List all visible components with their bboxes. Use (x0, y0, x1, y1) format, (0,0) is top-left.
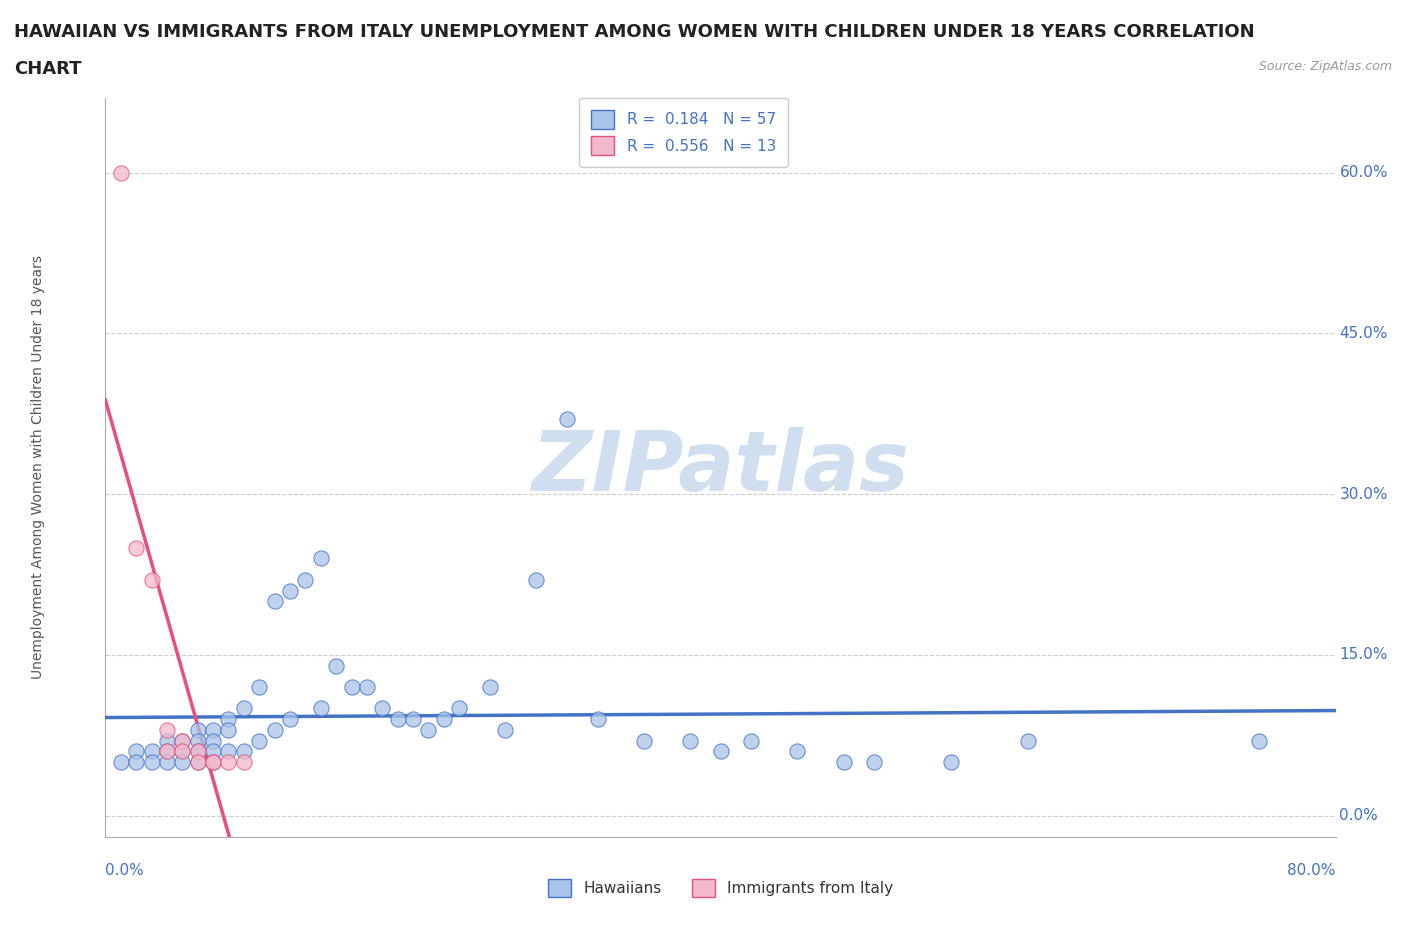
Point (202, 744, 225, 759)
Point (478, 680, 501, 695)
Point (156, 733, 179, 748)
Point (449, 701, 471, 716)
Point (172, 754, 194, 769)
Point (172, 733, 194, 748)
Point (202, 723, 225, 737)
Point (832, 754, 855, 769)
Point (524, 572, 547, 587)
Point (141, 744, 163, 759)
Text: 0.0%: 0.0% (105, 863, 145, 878)
Point (187, 744, 209, 759)
Text: Unemployment Among Women with Children Under 18 years: Unemployment Among Women with Children U… (31, 256, 45, 679)
Text: ZIPatlas: ZIPatlas (531, 427, 910, 508)
Point (263, 723, 285, 737)
Point (356, 680, 378, 695)
Point (402, 711, 425, 726)
Point (172, 744, 194, 759)
Text: 0.0%: 0.0% (1340, 808, 1378, 823)
Point (232, 754, 254, 769)
Point (110, 754, 132, 769)
Point (371, 701, 394, 716)
Point (232, 701, 254, 716)
Point (1017, 733, 1039, 748)
Point (141, 572, 163, 587)
Point (156, 754, 179, 769)
Point (710, 744, 733, 759)
Point (309, 701, 332, 716)
Legend: Hawaiians, Immigrants from Italy: Hawaiians, Immigrants from Italy (541, 872, 900, 903)
Point (187, 754, 209, 769)
Point (633, 733, 655, 748)
Point (325, 658, 347, 673)
Point (218, 723, 240, 737)
Text: 15.0%: 15.0% (1340, 647, 1388, 662)
Point (202, 754, 225, 769)
Point (218, 754, 240, 769)
Text: 60.0%: 60.0% (1340, 166, 1388, 180)
Point (278, 583, 301, 598)
Text: CHART: CHART (14, 60, 82, 78)
Point (309, 551, 332, 565)
Point (555, 412, 578, 427)
Text: Source: ZipAtlas.com: Source: ZipAtlas.com (1258, 60, 1392, 73)
Point (125, 754, 148, 769)
Point (278, 711, 301, 726)
Point (941, 754, 963, 769)
Point (110, 166, 132, 180)
Point (125, 540, 148, 555)
Point (247, 733, 270, 748)
Point (156, 744, 179, 759)
Point (294, 572, 316, 587)
Point (218, 711, 240, 726)
Point (141, 754, 163, 769)
Point (187, 744, 209, 759)
Point (187, 733, 209, 748)
Point (172, 744, 194, 759)
Point (202, 733, 225, 748)
Point (494, 723, 516, 737)
Point (740, 733, 762, 748)
Text: 45.0%: 45.0% (1340, 326, 1388, 341)
Point (433, 711, 456, 726)
Point (202, 754, 225, 769)
Point (156, 723, 179, 737)
Point (247, 680, 270, 695)
Point (1247, 733, 1270, 748)
Point (786, 744, 808, 759)
Point (586, 711, 609, 726)
Point (387, 711, 409, 726)
Text: HAWAIIAN VS IMMIGRANTS FROM ITALY UNEMPLOYMENT AMONG WOMEN WITH CHILDREN UNDER 1: HAWAIIAN VS IMMIGRANTS FROM ITALY UNEMPL… (14, 23, 1254, 41)
Point (202, 754, 225, 769)
Point (172, 733, 194, 748)
Text: 30.0%: 30.0% (1340, 486, 1388, 501)
Point (263, 594, 285, 609)
Point (187, 723, 209, 737)
Point (679, 733, 702, 748)
Point (863, 754, 886, 769)
Point (125, 744, 148, 759)
Point (218, 744, 240, 759)
Point (340, 680, 363, 695)
Point (418, 723, 440, 737)
Text: 80.0%: 80.0% (1288, 863, 1336, 878)
Point (232, 744, 254, 759)
Point (156, 744, 179, 759)
Point (187, 754, 209, 769)
